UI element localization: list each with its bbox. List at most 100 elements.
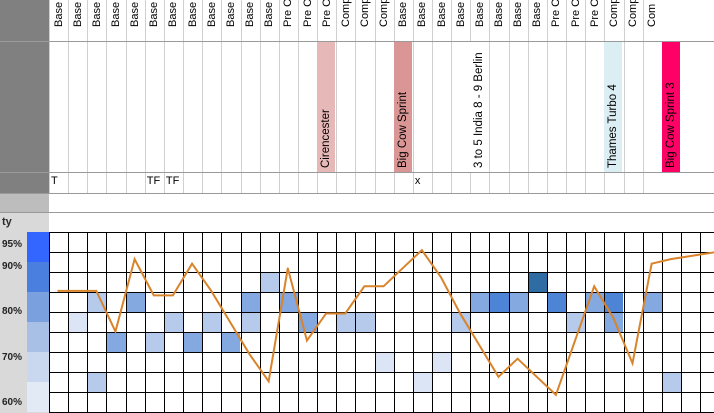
y-axis-title: ty bbox=[2, 216, 12, 228]
grid-row-line bbox=[49, 272, 714, 273]
column-separator bbox=[106, 0, 108, 193]
column-separator bbox=[240, 0, 242, 193]
grid-col-line bbox=[470, 232, 472, 413]
trend-point bbox=[152, 294, 155, 297]
column-separator bbox=[412, 0, 414, 193]
grid-col-line bbox=[297, 232, 299, 413]
grid-col-line bbox=[125, 232, 127, 413]
trend-point bbox=[612, 317, 615, 319]
heatmap-cell bbox=[164, 313, 184, 332]
heatmap-cell bbox=[490, 293, 509, 312]
trend-point bbox=[57, 290, 59, 292]
column-separator bbox=[202, 0, 204, 193]
scale-swatch bbox=[27, 352, 49, 382]
heatmap-cell bbox=[88, 293, 107, 312]
grid-row-line bbox=[49, 332, 714, 333]
heatmap-cell bbox=[88, 373, 107, 392]
trend-point bbox=[421, 249, 423, 251]
grid-col-line bbox=[317, 232, 319, 413]
trend-point bbox=[497, 376, 500, 378]
grid-row-line bbox=[49, 312, 714, 313]
grid-col-line bbox=[661, 232, 663, 413]
event-band: Big Cow Sprint 3 bbox=[661, 42, 680, 172]
heatmap-cell bbox=[471, 293, 490, 312]
trend-point bbox=[344, 312, 347, 315]
grid-col-line bbox=[546, 232, 548, 413]
grid-col-line bbox=[412, 232, 414, 413]
trend-point bbox=[306, 339, 308, 342]
column-separator bbox=[527, 0, 529, 193]
trend-point bbox=[440, 276, 442, 279]
heatmap-cell bbox=[203, 313, 222, 332]
scale-swatch bbox=[27, 292, 49, 322]
grid-col-line bbox=[489, 232, 491, 413]
scale-swatch bbox=[27, 322, 49, 352]
event-band: Thames Turbo 4 bbox=[604, 42, 623, 172]
trend-point bbox=[574, 339, 576, 342]
grid-col-line bbox=[527, 232, 529, 413]
row-header-gutter-light bbox=[0, 193, 49, 213]
trend-point bbox=[631, 362, 634, 365]
trend-point bbox=[133, 258, 136, 260]
heatmap-cell bbox=[662, 373, 681, 392]
column-separator bbox=[125, 0, 127, 193]
trend-point bbox=[248, 353, 251, 355]
grid-col-line bbox=[355, 232, 357, 413]
column-separator bbox=[297, 0, 299, 193]
marker-text: x bbox=[414, 175, 421, 187]
heatmap-cell bbox=[375, 353, 394, 372]
trend-point bbox=[95, 290, 98, 292]
heatmap-cell bbox=[528, 273, 547, 292]
grid-col-line bbox=[451, 232, 453, 413]
grid-col-line bbox=[642, 232, 644, 413]
grid-row-line bbox=[49, 392, 714, 393]
heatmap-cell bbox=[605, 293, 624, 312]
column-separator bbox=[432, 0, 433, 193]
column-separator bbox=[336, 0, 338, 193]
grid-col-line bbox=[259, 232, 261, 413]
event-band: Big Cow Sprint bbox=[393, 42, 412, 172]
grid-row-line bbox=[49, 232, 714, 233]
trend-point bbox=[459, 312, 461, 315]
trend-point bbox=[535, 376, 538, 378]
trend-point bbox=[76, 290, 78, 292]
heatmap-cell bbox=[452, 313, 471, 332]
event-band: 3 to 5 India 8 - 9 Berlin bbox=[470, 42, 489, 172]
column-separator bbox=[566, 0, 568, 193]
heatmap-cell bbox=[643, 293, 662, 312]
heatmap-cell bbox=[126, 293, 145, 312]
trend-point bbox=[593, 285, 595, 288]
grid-col-line bbox=[49, 232, 50, 413]
column-separator bbox=[623, 0, 625, 193]
trend-point bbox=[670, 258, 672, 260]
heatmap-cell bbox=[222, 333, 241, 352]
trend-point bbox=[555, 394, 557, 396]
grid-col-line bbox=[432, 232, 433, 413]
trend-point bbox=[287, 267, 289, 270]
column-separator bbox=[489, 0, 491, 193]
grid-col-line bbox=[680, 232, 682, 413]
y-axis-label: 70% bbox=[2, 351, 23, 363]
trend-point bbox=[325, 312, 327, 315]
column-separator bbox=[374, 0, 376, 193]
grid-col-line bbox=[374, 232, 376, 413]
divider bbox=[0, 193, 714, 194]
divider bbox=[0, 212, 714, 213]
heatmap-cell bbox=[509, 293, 528, 312]
trend-point bbox=[516, 357, 519, 360]
column-separator bbox=[49, 0, 50, 193]
trend-point bbox=[382, 285, 385, 288]
grid-col-line bbox=[566, 232, 568, 413]
heatmap-cell bbox=[69, 313, 88, 332]
trend-point bbox=[229, 321, 232, 324]
scale-swatch bbox=[27, 232, 49, 262]
heatmap-cell bbox=[241, 293, 260, 312]
grid-col-line bbox=[393, 232, 395, 413]
grid-col-line bbox=[508, 232, 510, 413]
y-axis-label: 95% bbox=[2, 238, 23, 250]
divider bbox=[0, 41, 714, 42]
column-separator bbox=[278, 0, 280, 193]
marker-text: TF bbox=[146, 175, 161, 187]
heatmap-cell bbox=[145, 333, 164, 352]
trend-point bbox=[478, 344, 481, 346]
